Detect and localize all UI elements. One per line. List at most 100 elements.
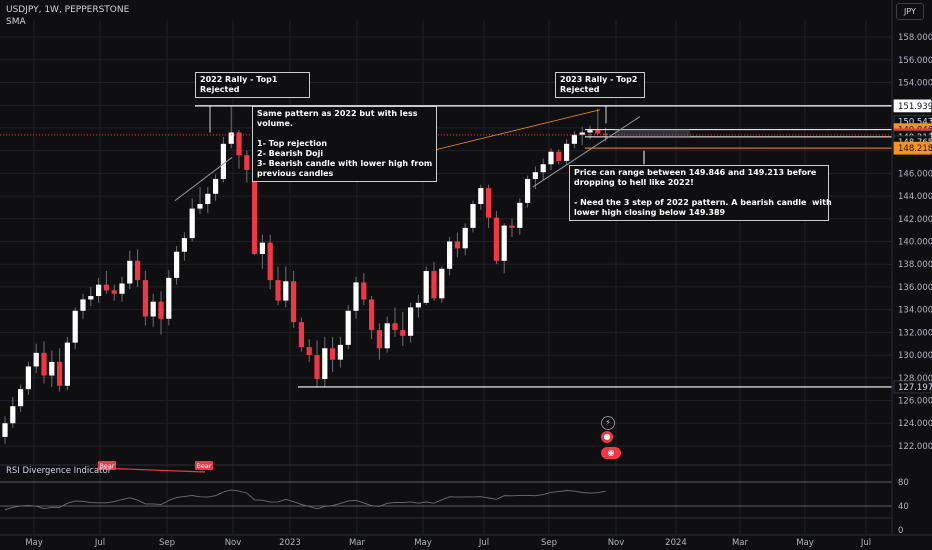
rsi-indicator-label[interactable]: RSI Divergence Indicator bbox=[6, 466, 112, 476]
candle-body bbox=[275, 280, 281, 301]
candle-body bbox=[384, 323, 390, 349]
candles-layer bbox=[2, 106, 609, 444]
time-tick-label: Jul bbox=[860, 538, 871, 548]
candle-body bbox=[127, 260, 133, 284]
price-tick-label: 130.000 bbox=[898, 351, 932, 361]
candle-body bbox=[283, 281, 289, 301]
price-level-label: 127.197 bbox=[898, 383, 932, 393]
note-2023-top[interactable]: 2023 Rally - Top2 Rejected bbox=[555, 72, 645, 98]
candle-body bbox=[486, 188, 492, 218]
candle-body bbox=[369, 299, 375, 331]
rsi-bear-label-2: Bear bbox=[196, 462, 211, 470]
rsi-bear-tag bbox=[195, 461, 213, 470]
candle-body bbox=[408, 307, 414, 336]
candle-body bbox=[595, 130, 601, 134]
time-tick-label: Sep bbox=[159, 538, 175, 548]
candle-body bbox=[220, 143, 226, 180]
candle-body bbox=[236, 132, 242, 156]
candle-body bbox=[174, 251, 180, 278]
candle-body bbox=[181, 238, 187, 252]
price-tick-label: 144.000 bbox=[898, 192, 932, 202]
candle-body bbox=[571, 134, 577, 144]
candle-body bbox=[18, 389, 24, 407]
rsi-tick-label: 0 bbox=[898, 526, 903, 536]
event-flag-icon[interactable]: ● bbox=[601, 431, 613, 443]
candle-body bbox=[353, 282, 359, 311]
price-tick-label: 132.000 bbox=[898, 328, 932, 338]
price-axis[interactable]: 122.000 124.000 126.000 128.000 130.000 132.0… bbox=[891, 0, 932, 550]
drawings-layer bbox=[0, 105, 892, 388]
candle-body bbox=[392, 323, 398, 331]
time-tick-label: 2023 bbox=[279, 538, 301, 548]
candle-body bbox=[525, 179, 531, 203]
note-range[interactable]: Price can range between 149.846 and 149.… bbox=[569, 165, 832, 221]
candle-body bbox=[454, 241, 460, 249]
candle-body bbox=[10, 406, 16, 424]
candle-body bbox=[587, 130, 593, 133]
rsi-bear-tag bbox=[98, 461, 116, 470]
candle-body bbox=[267, 242, 273, 281]
note-2022-top[interactable]: 2022 Rally - Top1 Rejected bbox=[195, 72, 310, 98]
candle-body bbox=[111, 290, 117, 294]
price-level-label: 151.939 bbox=[898, 102, 932, 112]
candle-body bbox=[135, 260, 141, 281]
candle-body bbox=[345, 310, 351, 345]
price-tick-label: 142.000 bbox=[898, 215, 932, 225]
candle-body bbox=[298, 322, 304, 348]
candle-body bbox=[252, 169, 258, 254]
price-tick-label: 122.000 bbox=[898, 442, 932, 452]
candle-body bbox=[376, 330, 382, 349]
price-tick-label: 158.000 bbox=[898, 33, 932, 43]
price-level-tag bbox=[893, 380, 932, 394]
candle-body bbox=[462, 227, 468, 249]
chart-header: USDJPY, 1W, PEPPERSTONE SMA bbox=[6, 4, 129, 28]
price-tick-label: 138.000 bbox=[898, 260, 932, 270]
candle-body bbox=[337, 344, 343, 360]
candle-body bbox=[33, 352, 39, 367]
time-axis[interactable]: May Jul Sep Nov 2023 Mar May Jul Sep Nov 2024 Mar Ma… bbox=[0, 534, 932, 548]
candle-body bbox=[41, 352, 47, 376]
rsi-tick-label: 40 bbox=[898, 502, 909, 512]
candle-body bbox=[540, 164, 546, 173]
candle-body bbox=[142, 280, 148, 317]
candle-body bbox=[603, 133, 609, 135]
price-level-label: 150.543 bbox=[898, 118, 932, 128]
candle-body bbox=[291, 281, 297, 323]
time-tick-label: May bbox=[25, 538, 43, 548]
candle-body bbox=[415, 302, 421, 308]
symbol-title[interactable]: USDJPY, 1W, PEPPERSTONE bbox=[6, 5, 130, 15]
candle-body bbox=[189, 208, 195, 239]
time-tick-label: May bbox=[414, 538, 432, 548]
calendar-event-icon[interactable]: ◉ bbox=[601, 447, 621, 459]
rsi-line bbox=[4, 489, 606, 511]
grid-lines bbox=[0, 20, 892, 535]
time-tick-label: 2024 bbox=[665, 538, 687, 548]
indicator-sma-label[interactable]: SMA bbox=[6, 17, 26, 27]
rsi-pane: Bear Bear bbox=[0, 461, 892, 519]
lightning-icon[interactable]: ⚡ bbox=[601, 416, 615, 430]
price-tick-label: 140.000 bbox=[898, 238, 932, 248]
candle-body bbox=[244, 155, 250, 170]
candle-body bbox=[88, 296, 94, 300]
price-tick-label: 124.000 bbox=[898, 419, 932, 429]
candle-body bbox=[25, 366, 31, 390]
time-tick-label: Nov bbox=[608, 538, 625, 548]
note-pattern[interactable]: Same pattern as 2022 but with less volum… bbox=[252, 106, 437, 182]
price-axis-bg bbox=[892, 0, 932, 550]
price-tick-label: 146.000 bbox=[898, 169, 932, 179]
candle-body bbox=[166, 277, 172, 319]
time-tick-label: Sep bbox=[541, 538, 557, 548]
candle-body bbox=[439, 268, 445, 299]
candle-body bbox=[322, 348, 328, 379]
price-tick-label: 134.000 bbox=[898, 306, 932, 316]
trendline-2023 bbox=[532, 116, 641, 188]
candle-body bbox=[501, 225, 507, 261]
candle-body bbox=[447, 241, 453, 269]
candle-body bbox=[579, 132, 585, 135]
time-tick-label: Mar bbox=[732, 538, 749, 548]
candle-body bbox=[57, 361, 63, 386]
rsi-bear-label-1: Bear bbox=[99, 462, 114, 470]
candle-body bbox=[158, 301, 164, 319]
currency-button[interactable]: JPY bbox=[896, 3, 924, 20]
